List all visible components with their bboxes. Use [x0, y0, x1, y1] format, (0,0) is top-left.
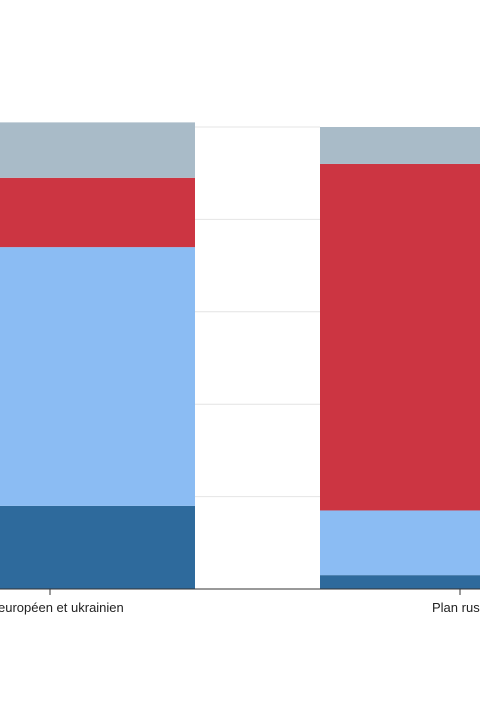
- bar-segment-plan-europeen-s2: [0, 247, 195, 506]
- x-tick-label-plan-russe: Plan rus: [432, 600, 480, 615]
- gridlines: [195, 126, 320, 498]
- bar-segment-plan-europeen-s4: [0, 122, 195, 178]
- bar-segment-plan-russe-s2: [320, 510, 480, 576]
- x-tick-label-plan-europeen: européen et ukrainien: [0, 600, 124, 615]
- bar-segment-plan-europeen-s1: [0, 505, 195, 589]
- bar-segment-plan-europeen-s3: [0, 177, 195, 248]
- bars-group: [0, 122, 480, 589]
- bar-segment-plan-russe-s1: [320, 575, 480, 589]
- bar-segment-plan-russe-s3: [320, 163, 480, 511]
- bar-segment-plan-russe-s4: [320, 127, 480, 164]
